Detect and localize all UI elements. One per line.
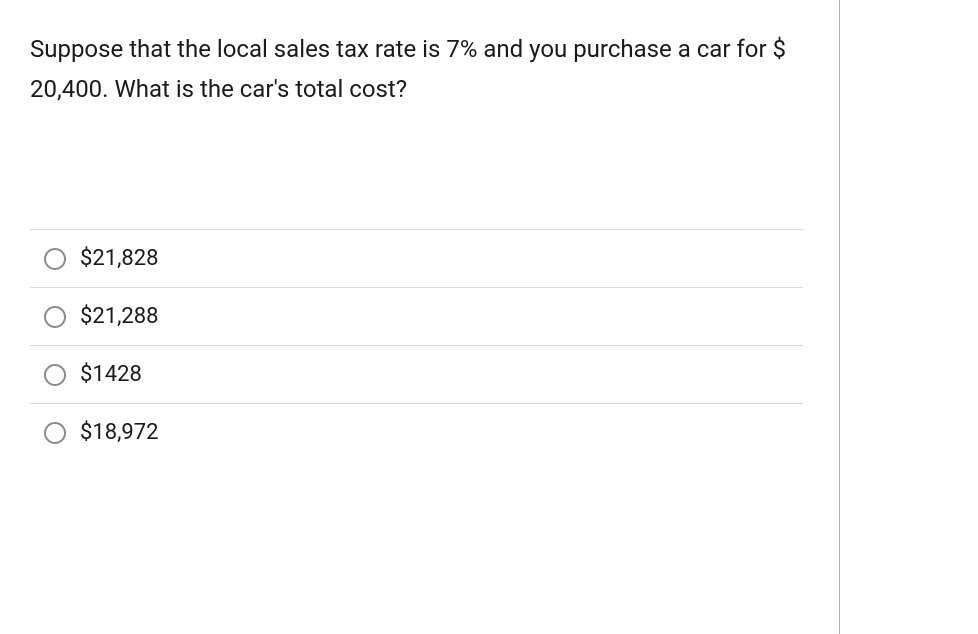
radio-icon[interactable]: [44, 422, 66, 444]
options-list: $21,828 $21,288 $1428 $18,972: [30, 229, 803, 461]
option-label: $1428: [80, 362, 142, 387]
option-row[interactable]: $21,288: [30, 287, 803, 345]
question-panel: Suppose that the local sales tax rate is…: [0, 0, 840, 634]
option-label: $18,972: [80, 420, 159, 445]
question-text: Suppose that the local sales tax rate is…: [30, 30, 803, 109]
radio-icon[interactable]: [44, 306, 66, 328]
option-row[interactable]: $1428: [30, 345, 803, 403]
radio-icon[interactable]: [44, 364, 66, 386]
option-label: $21,288: [80, 304, 159, 329]
option-row[interactable]: $21,828: [30, 229, 803, 287]
radio-icon[interactable]: [44, 248, 66, 270]
option-row[interactable]: $18,972: [30, 403, 803, 461]
option-label: $21,828: [80, 246, 159, 271]
